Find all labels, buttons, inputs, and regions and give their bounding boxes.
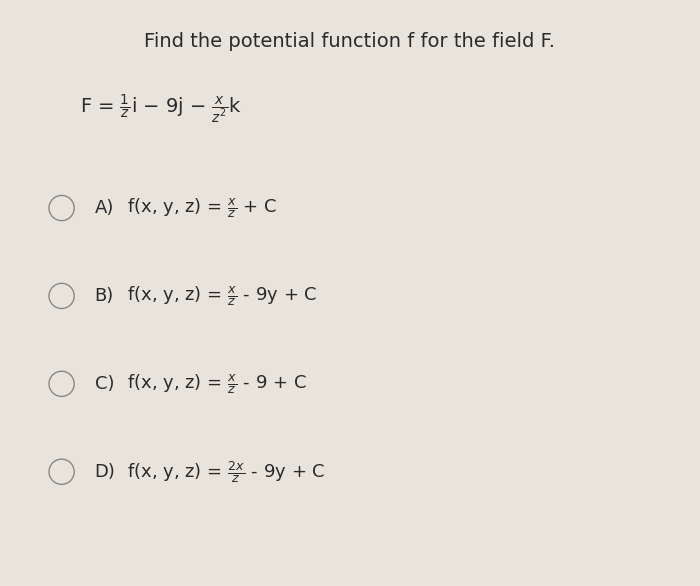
Text: C): C)	[94, 375, 114, 393]
Text: f(x, y, z) = $\frac{x}{z}$ + C: f(x, y, z) = $\frac{x}{z}$ + C	[127, 196, 278, 220]
Text: F = $\frac{1}{z}$i $-$ 9j $-$ $\frac{x}{z^{2}}$k: F = $\frac{1}{z}$i $-$ 9j $-$ $\frac{x}{…	[80, 92, 242, 125]
Text: f(x, y, z) = $\frac{2x}{z}$ - 9y + C: f(x, y, z) = $\frac{2x}{z}$ - 9y + C	[127, 459, 326, 485]
Text: B): B)	[94, 287, 113, 305]
Text: f(x, y, z) = $\frac{x}{z}$ - 9y + C: f(x, y, z) = $\frac{x}{z}$ - 9y + C	[127, 284, 318, 308]
Text: f(x, y, z) = $\frac{x}{z}$ - 9 + C: f(x, y, z) = $\frac{x}{z}$ - 9 + C	[127, 372, 307, 396]
Text: A): A)	[94, 199, 114, 217]
Text: Find the potential function f for the field F.: Find the potential function f for the fi…	[144, 32, 556, 51]
Text: D): D)	[94, 463, 116, 481]
